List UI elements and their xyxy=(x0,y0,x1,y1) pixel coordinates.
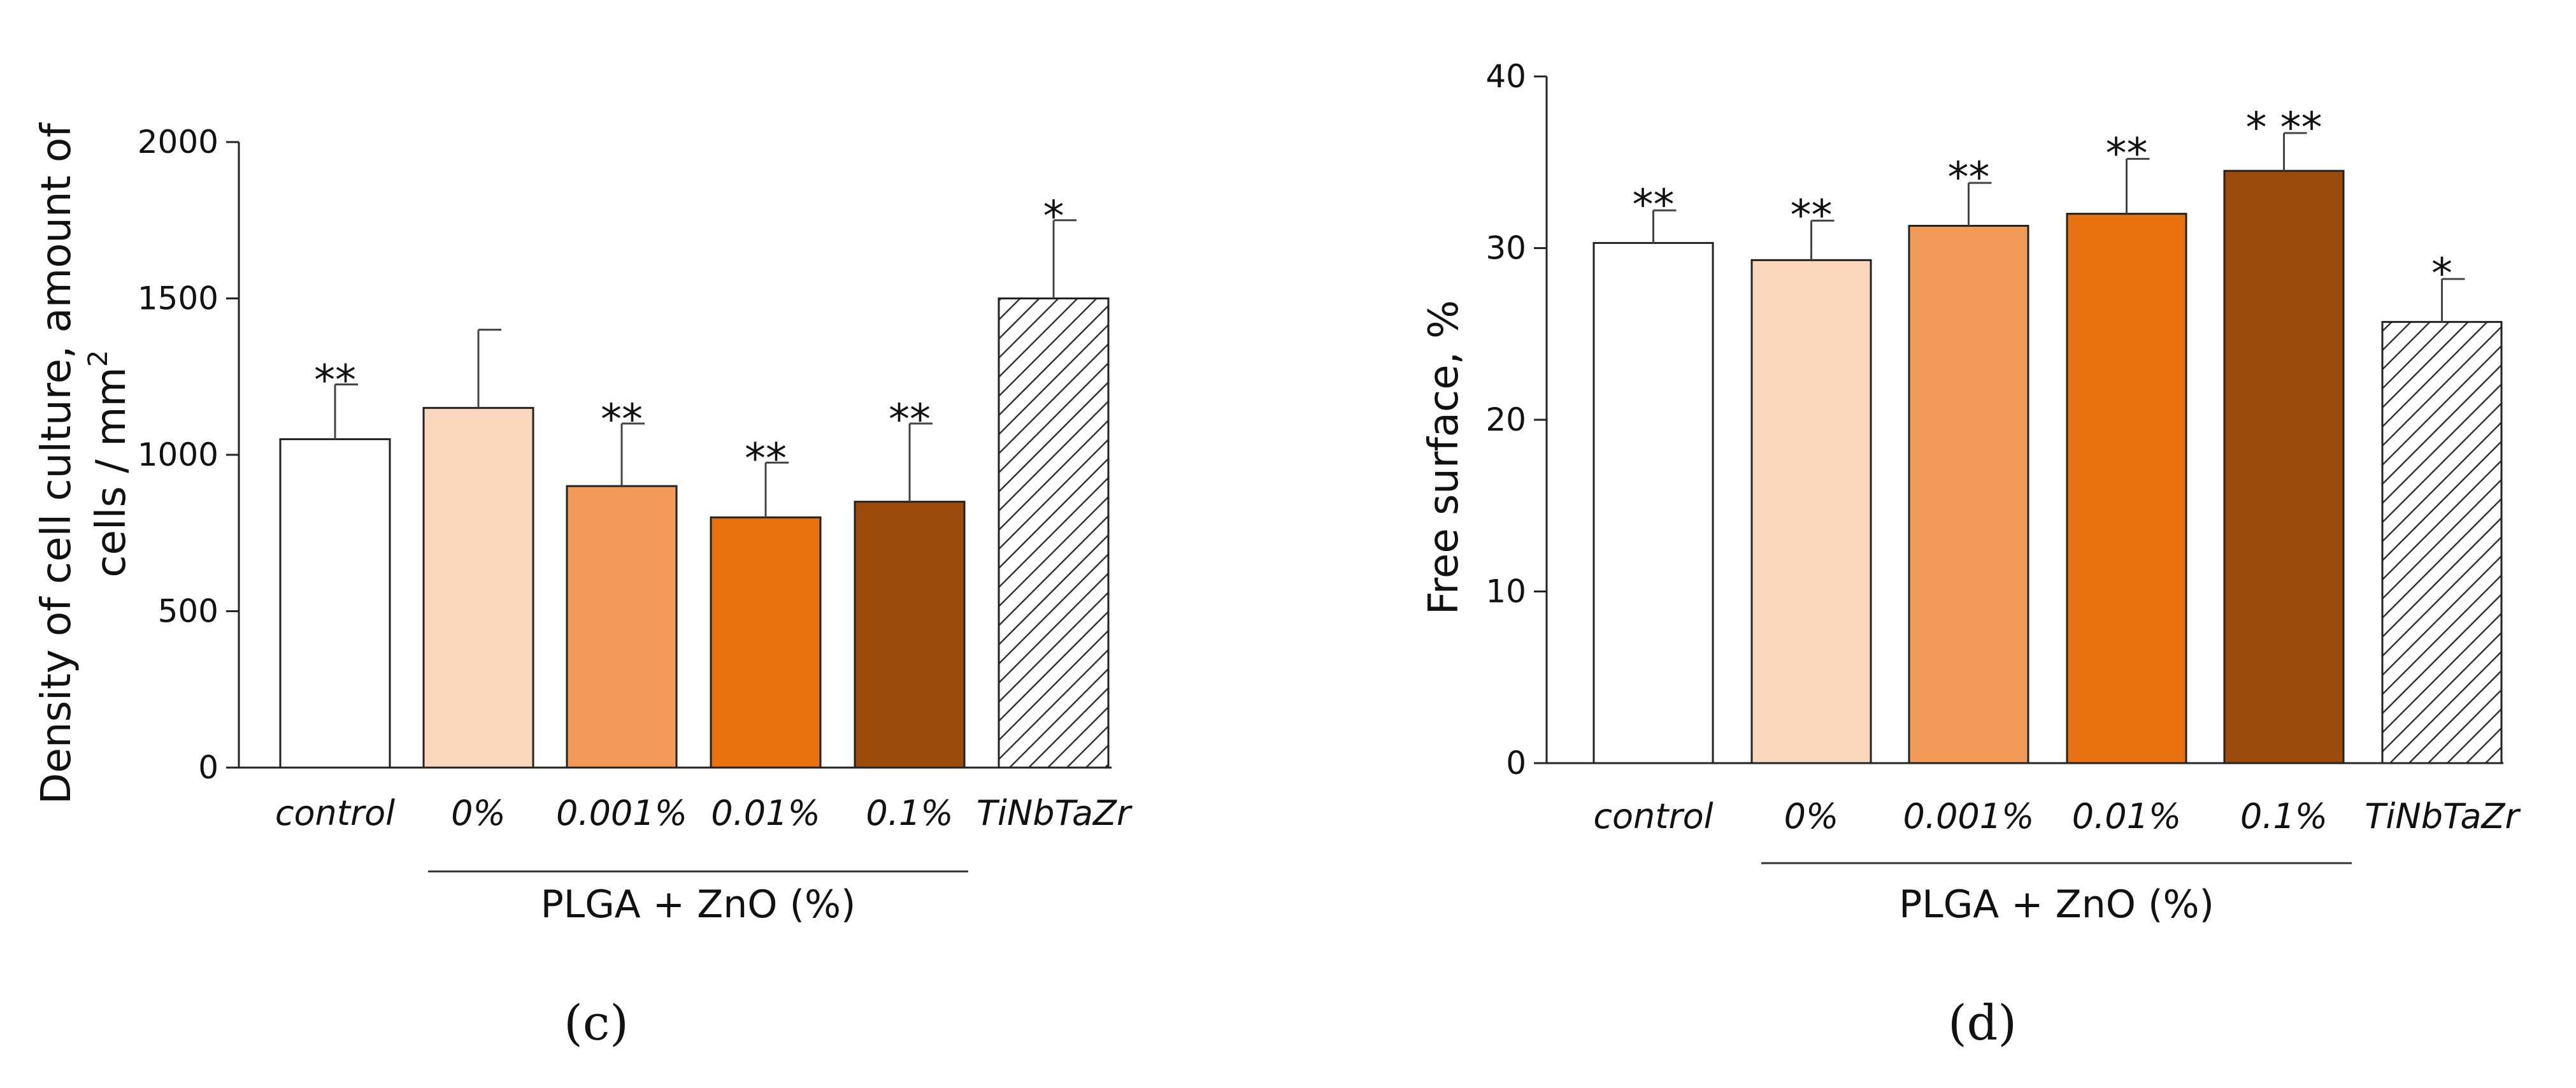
significance-marker: ** xyxy=(601,395,643,444)
bar xyxy=(710,516,822,769)
y-tick-label: 0 xyxy=(198,749,218,786)
x-tick-label: 0% xyxy=(451,793,506,833)
x-tick-label: 0.001% xyxy=(556,793,687,833)
group-label: PLGA + ZnO (%) xyxy=(541,882,856,927)
significance-marker: ** xyxy=(889,395,931,444)
significance-marker: * xyxy=(1043,192,1064,241)
bar xyxy=(566,485,678,769)
y-tick-label: 30 xyxy=(1485,230,1526,267)
significance-marker: ** xyxy=(1633,180,1675,229)
y-tick-label: 40 xyxy=(1485,58,1526,95)
x-tick-label: 0.01% xyxy=(711,793,820,833)
bar xyxy=(2223,169,2345,764)
bar xyxy=(998,297,1110,769)
panel-label: (d) xyxy=(1948,994,2017,1051)
x-tick-label: 0% xyxy=(1784,796,1839,836)
bar xyxy=(422,406,534,769)
significance-marker: * xyxy=(2431,249,2452,298)
bar xyxy=(2066,213,2187,764)
x-tick-label: 0.01% xyxy=(2072,796,2182,836)
y-tick-label: 1000 xyxy=(138,436,218,473)
y-axis-label-unit: cells / mm2 xyxy=(82,350,135,577)
bar xyxy=(279,438,391,769)
significance-marker: ** xyxy=(2106,129,2148,178)
bar xyxy=(2381,320,2503,764)
y-tick-label: 10 xyxy=(1485,573,1526,610)
significance-marker: ** xyxy=(1948,153,1990,202)
bar xyxy=(1750,259,1872,764)
significance-marker: ** xyxy=(314,356,356,405)
y-tick-label: 1500 xyxy=(138,280,218,317)
y-tick-label: 0 xyxy=(1506,745,1526,782)
x-tick-label: control xyxy=(275,793,395,833)
chart-panel-d: Free surface, % (d) 010203040**control**… xyxy=(1420,58,2521,1051)
significance-marker: ** xyxy=(745,434,787,483)
bar xyxy=(1592,241,1714,764)
x-tick-label: control xyxy=(1593,796,1713,836)
y-tick-label: 2000 xyxy=(138,124,218,161)
significance-marker: * ** xyxy=(2246,103,2322,152)
bar xyxy=(1908,224,2029,764)
bar xyxy=(854,501,966,769)
y-axis-label: Free surface, % xyxy=(1420,300,1468,615)
group-label: PLGA + ZnO (%) xyxy=(1899,882,2214,927)
x-tick-label: 0.1% xyxy=(2240,796,2328,836)
y-tick-label: 20 xyxy=(1485,401,1526,438)
chart-panel-c: Density of cell culture, amount of cells… xyxy=(33,122,1133,1051)
x-tick-label: TiNbTaZr xyxy=(977,793,1133,833)
x-tick-label: 0.001% xyxy=(1903,796,2035,836)
significance-marker: ** xyxy=(1791,190,1833,240)
y-axis-label: Density of cell culture, amount of xyxy=(33,122,80,805)
y-tick-label: 500 xyxy=(158,593,218,630)
x-tick-label: 0.1% xyxy=(866,793,953,833)
panel-label: (c) xyxy=(564,994,629,1051)
x-tick-label: TiNbTaZr xyxy=(2365,796,2521,836)
